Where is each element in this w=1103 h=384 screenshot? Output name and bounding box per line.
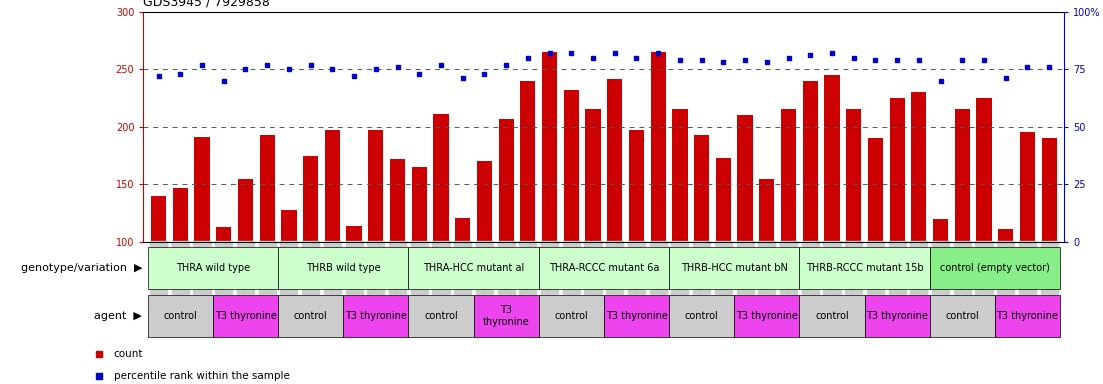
Bar [542,52,557,242]
Bar [694,135,709,242]
Text: THRB-HCC mutant bN: THRB-HCC mutant bN [681,263,788,273]
Text: agent  ▶: agent ▶ [95,311,142,321]
Bar [346,226,362,242]
Bar [586,109,601,242]
Bar [173,188,188,242]
Text: control: control [293,311,328,321]
Bar [800,295,865,337]
Bar [259,135,275,242]
Bar [824,75,839,242]
Bar [151,196,167,242]
Text: control: control [555,311,588,321]
Bar [411,167,427,242]
Bar [759,179,774,242]
Bar [476,161,492,242]
Text: T3 thyronine: T3 thyronine [215,311,277,321]
Bar [995,295,1060,337]
Bar [1020,132,1035,242]
Text: control (empty vector): control (empty vector) [940,263,1050,273]
Text: control: control [815,311,849,321]
Bar [670,295,735,337]
Text: T3 thyronine: T3 thyronine [345,311,407,321]
Bar [716,158,731,242]
Text: THRA-RCCC mutant 6a: THRA-RCCC mutant 6a [548,263,660,273]
Bar [803,81,817,242]
Bar [456,218,470,242]
Bar [1041,138,1057,242]
Text: THRA wild type: THRA wild type [175,263,250,273]
Text: T3 thyronine: T3 thyronine [736,311,797,321]
Bar [303,156,319,242]
Bar [673,109,687,242]
Bar [538,247,670,289]
Text: T3 thyronine: T3 thyronine [996,311,1059,321]
Text: T3
thyronine: T3 thyronine [483,305,529,327]
Bar [738,115,752,242]
Bar [194,137,210,242]
Text: GDS3945 / 7929858: GDS3945 / 7929858 [143,0,270,9]
Bar [238,179,253,242]
Bar [148,295,213,337]
Bar [368,130,384,242]
Bar [604,295,670,337]
Bar [408,247,538,289]
Bar [148,247,278,289]
Text: genotype/variation  ▶: genotype/variation ▶ [21,263,142,273]
Bar [976,98,992,242]
Bar [521,81,535,242]
Bar [800,247,930,289]
Bar [889,98,904,242]
Text: THRA-HCC mutant al: THRA-HCC mutant al [422,263,524,273]
Bar [324,130,340,242]
Bar [781,109,796,242]
Text: control: control [425,311,458,321]
Bar [213,295,278,337]
Bar [216,227,232,242]
Bar [564,90,579,242]
Bar [278,295,343,337]
Text: count: count [114,349,143,359]
Bar [868,138,884,242]
Bar [473,295,538,337]
Text: T3 thyronine: T3 thyronine [606,311,667,321]
Bar [499,119,514,242]
Bar [670,247,800,289]
Bar [281,210,297,242]
Bar [408,295,473,337]
Bar [955,109,970,242]
Text: control: control [945,311,979,321]
Bar [930,295,995,337]
Text: THRB wild type: THRB wild type [306,263,381,273]
Bar [933,219,949,242]
Text: percentile rank within the sample: percentile rank within the sample [114,371,289,381]
Bar [651,52,666,242]
Bar [865,295,930,337]
Bar [607,79,622,242]
Bar [629,130,644,242]
Bar [998,229,1014,242]
Text: control: control [163,311,197,321]
Bar [433,114,449,242]
Text: control: control [685,311,718,321]
Bar [930,247,1060,289]
Bar [343,295,408,337]
Text: THRB-RCCC mutant 15b: THRB-RCCC mutant 15b [806,263,923,273]
Bar [390,159,405,242]
Bar [735,295,800,337]
Bar [911,92,927,242]
Bar [846,109,861,242]
Bar [278,247,408,289]
Bar [538,295,604,337]
Text: T3 thyronine: T3 thyronine [866,311,928,321]
